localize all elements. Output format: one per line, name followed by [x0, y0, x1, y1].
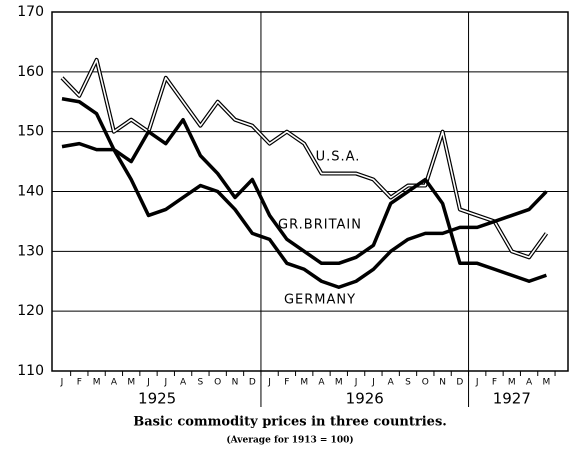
series-label: GR.BRITAIN: [278, 218, 362, 233]
y-tick-label: 150: [17, 124, 44, 140]
x-tick-label: M: [127, 378, 135, 388]
x-tick-label: D: [456, 378, 463, 388]
x-tick-label: O: [214, 378, 221, 388]
x-tick-label: M: [508, 378, 516, 388]
x-tick-label: F: [284, 378, 289, 388]
x-tick-label: S: [405, 378, 411, 388]
x-tick-label: M: [93, 378, 101, 388]
x-tick-label: N: [232, 378, 239, 388]
series-line: [61, 97, 547, 283]
x-tick-label: A: [180, 378, 187, 388]
x-tick-label: M: [543, 378, 551, 388]
x-tick-label: J: [371, 378, 375, 388]
x-tick-label: O: [422, 378, 429, 388]
x-tick-label: F: [492, 378, 497, 388]
y-tick-label: 160: [17, 64, 44, 80]
year-label: 1925: [138, 390, 176, 408]
chart-title: Basic commodity prices in three countrie…: [133, 415, 447, 430]
x-tick-label: M: [335, 378, 343, 388]
x-tick-label: S: [198, 378, 204, 388]
y-tick-label: 120: [17, 303, 44, 319]
y-tick-label: 110: [17, 363, 44, 379]
series-line: [61, 59, 548, 259]
x-tick-label: A: [388, 378, 395, 388]
series-label: GERMANY: [284, 293, 356, 308]
series-line: [61, 141, 548, 289]
y-tick-label: 170: [17, 4, 44, 20]
series-label: U.S.A.: [316, 150, 361, 165]
y-tick-label: 130: [17, 243, 44, 259]
x-tick-label: J: [163, 378, 167, 388]
chart-subtitle: (Average for 1913 = 100): [226, 435, 353, 446]
x-tick-label: M: [300, 378, 308, 388]
year-label: 1927: [493, 390, 531, 408]
x-tick-label: A: [318, 378, 325, 388]
x-tick-label: F: [77, 378, 82, 388]
year-label: 1926: [346, 390, 384, 408]
x-tick-label: A: [526, 378, 533, 388]
y-tick-label: 140: [17, 184, 44, 200]
x-tick-label: J: [60, 378, 64, 388]
x-tick-label: J: [146, 378, 150, 388]
x-tick-label: N: [439, 378, 446, 388]
x-tick-label: D: [249, 378, 256, 388]
x-tick-label: A: [111, 378, 118, 388]
x-tick-label: J: [354, 378, 358, 388]
x-tick-label: J: [475, 378, 479, 388]
x-tick-label: J: [267, 378, 271, 388]
